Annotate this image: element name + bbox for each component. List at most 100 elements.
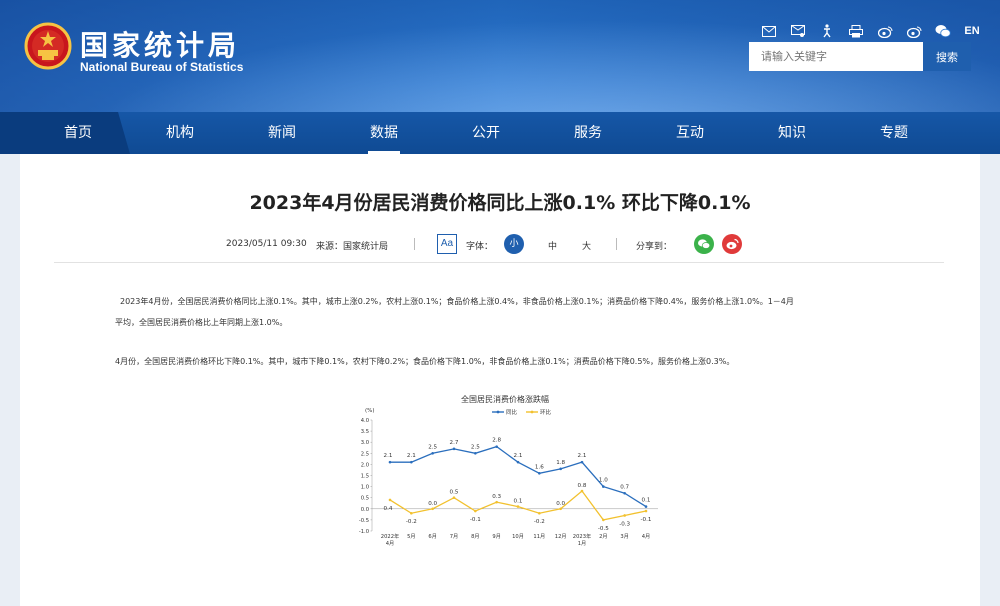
data-point-yoy bbox=[516, 460, 520, 464]
data-point-mom bbox=[452, 496, 456, 499]
legend-label-mom: 环比 bbox=[540, 408, 552, 416]
y-tick-label: 1.0 bbox=[361, 485, 369, 491]
data-label-mom: 0.1 bbox=[514, 499, 523, 505]
data-point-mom bbox=[410, 511, 413, 515]
data-label-yoy: 0.1 bbox=[642, 498, 651, 504]
search-button[interactable]: 搜索 bbox=[923, 42, 971, 71]
data-point-yoy bbox=[559, 467, 562, 471]
x-tick-label: 9月 bbox=[492, 533, 501, 540]
x-tick-label: 2月 bbox=[599, 533, 608, 540]
data-point-yoy bbox=[602, 485, 605, 488]
site-title[interactable]: 国家统计局 bbox=[80, 29, 241, 62]
data-point-yoy bbox=[623, 491, 626, 495]
title-divider bbox=[54, 262, 944, 263]
data-point-yoy bbox=[644, 505, 648, 508]
weibo-icon[interactable] bbox=[876, 22, 894, 40]
data-point-mom bbox=[623, 514, 626, 517]
x-tick-label: 6月 bbox=[428, 533, 437, 540]
y-tick-label: 3.0 bbox=[361, 440, 369, 446]
font-size-small-button[interactable]: 小 bbox=[504, 234, 524, 254]
x-tick-label: 10月 bbox=[512, 533, 524, 540]
x-tick-label: 5月 bbox=[407, 533, 416, 540]
data-point-mom bbox=[538, 511, 541, 515]
article-paragraph-1: 2023年4月份，全国居民消费价格同比上涨0.1%。其中，城市上涨0.2%，农村… bbox=[115, 291, 895, 333]
data-label-yoy: 2.1 bbox=[384, 453, 393, 459]
data-point-mom bbox=[388, 498, 392, 502]
data-label-mom: 0.4 bbox=[384, 506, 393, 512]
y-tick-label: 2.0 bbox=[361, 462, 369, 468]
x-tick-label: 4月 bbox=[642, 533, 651, 540]
data-point-mom bbox=[495, 500, 498, 504]
article-title: 2023年4月份居民消费价格同比上涨0.1% 环比下降0.1% bbox=[249, 192, 751, 214]
site-title-en[interactable]: National Bureau of Statistics bbox=[80, 60, 244, 74]
nav-item-data[interactable]: 数据 bbox=[344, 112, 424, 154]
main-nav: 首页 机构 新闻 数据 公开 服务 互动 知识 专题 bbox=[0, 112, 1000, 154]
nav-item-news[interactable]: 新闻 bbox=[268, 125, 296, 141]
data-label-yoy: 2.1 bbox=[407, 453, 416, 459]
legend-marker-yoy bbox=[496, 410, 500, 414]
weibo-share-icon[interactable] bbox=[722, 234, 742, 254]
article-paragraph-2: 4月份，全国居民消费价格环比下降0.1%。其中，城市下降0.1%，农村下降0.2… bbox=[115, 357, 735, 366]
wechat-icon[interactable] bbox=[934, 22, 952, 40]
y-tick-label: 2.5 bbox=[361, 451, 369, 457]
x-tick-label: 2023年 bbox=[573, 532, 591, 540]
nav-item-organization[interactable]: 机构 bbox=[166, 125, 194, 141]
nav-item-topics[interactable]: 专题 bbox=[880, 125, 908, 141]
weibo-icon[interactable] bbox=[905, 22, 923, 40]
data-label-mom: 0.5 bbox=[450, 490, 459, 496]
data-point-yoy bbox=[580, 460, 584, 464]
data-label-yoy: 2.5 bbox=[428, 444, 437, 450]
nav-item-services[interactable]: 服务 bbox=[574, 125, 602, 141]
data-point-mom bbox=[431, 507, 434, 511]
meta-divider bbox=[616, 238, 617, 250]
y-tick-label: 1.5 bbox=[361, 474, 369, 480]
font-size-toggle-icon[interactable]: Aa bbox=[437, 234, 457, 254]
nav-item-knowledge[interactable]: 知识 bbox=[778, 125, 806, 141]
data-point-mom bbox=[644, 509, 648, 513]
legend-marker-mom bbox=[530, 410, 534, 414]
font-size-label: 字体： bbox=[466, 242, 494, 252]
data-label-mom: -0.3 bbox=[619, 521, 630, 527]
article-source: 来源：国家统计局 bbox=[316, 242, 389, 252]
data-label-yoy: 2.1 bbox=[514, 453, 523, 459]
data-point-mom bbox=[602, 518, 605, 522]
publish-date: 2023/05/11 09:30 bbox=[226, 239, 307, 249]
paragraph-line: 2023年4月份，全国居民消费价格同比上涨0.1%。其中，城市上涨0.2%，农村… bbox=[120, 297, 794, 306]
nav-home-highlight bbox=[0, 112, 130, 154]
nav-item-home[interactable]: 首页 bbox=[64, 125, 92, 141]
font-size-medium-button[interactable]: 中 bbox=[548, 242, 558, 252]
wechat-share-icon[interactable] bbox=[694, 234, 714, 254]
meta-divider bbox=[414, 238, 415, 250]
data-label-yoy: 2.5 bbox=[471, 444, 480, 450]
data-label-mom: -0.2 bbox=[534, 519, 545, 525]
nav-item-interaction[interactable]: 互动 bbox=[676, 125, 704, 141]
data-label-yoy: 1.6 bbox=[535, 464, 544, 470]
national-emblem-icon[interactable] bbox=[24, 22, 72, 70]
y-tick-label: 0.0 bbox=[361, 507, 369, 513]
data-label-yoy: 2.7 bbox=[450, 440, 459, 446]
y-axis-unit: (%) bbox=[365, 408, 375, 414]
data-label-yoy: 1.8 bbox=[556, 460, 565, 466]
data-label-mom: 0.0 bbox=[556, 501, 565, 507]
data-label-mom: -0.2 bbox=[406, 519, 417, 525]
cpi-line-chart: 全国居民消费价格涨跌幅 (%) 同比 环比 4.0 3.5 3.0 2.5 2.0 1.5 1.0 0… bbox=[359, 394, 658, 547]
printer-icon[interactable] bbox=[847, 22, 865, 40]
data-label-yoy: 2.8 bbox=[492, 438, 501, 444]
search-input[interactable] bbox=[749, 42, 923, 71]
x-tick-label: 3月 bbox=[620, 533, 629, 540]
paragraph-line: 平均，全国居民消费价格比上年同期上涨1.0%。 bbox=[115, 318, 288, 327]
message-icon[interactable] bbox=[789, 22, 807, 40]
x-tick-label: 4月 bbox=[386, 540, 395, 547]
nav-item-disclosure[interactable]: 公开 bbox=[472, 125, 500, 141]
font-size-large-button[interactable]: 大 bbox=[582, 242, 592, 252]
data-label-mom: -0.5 bbox=[598, 526, 609, 532]
data-point-yoy bbox=[452, 447, 456, 451]
share-label: 分享到： bbox=[636, 242, 673, 252]
top-toolbar: EN bbox=[760, 22, 981, 40]
data-label-mom: 0.8 bbox=[578, 483, 587, 489]
mail-icon[interactable] bbox=[760, 22, 778, 40]
y-tick-label: -0.5 bbox=[359, 518, 369, 524]
accessibility-icon[interactable] bbox=[818, 22, 836, 40]
language-switch[interactable]: EN bbox=[964, 25, 980, 37]
y-tick-label: 3.5 bbox=[361, 429, 369, 435]
